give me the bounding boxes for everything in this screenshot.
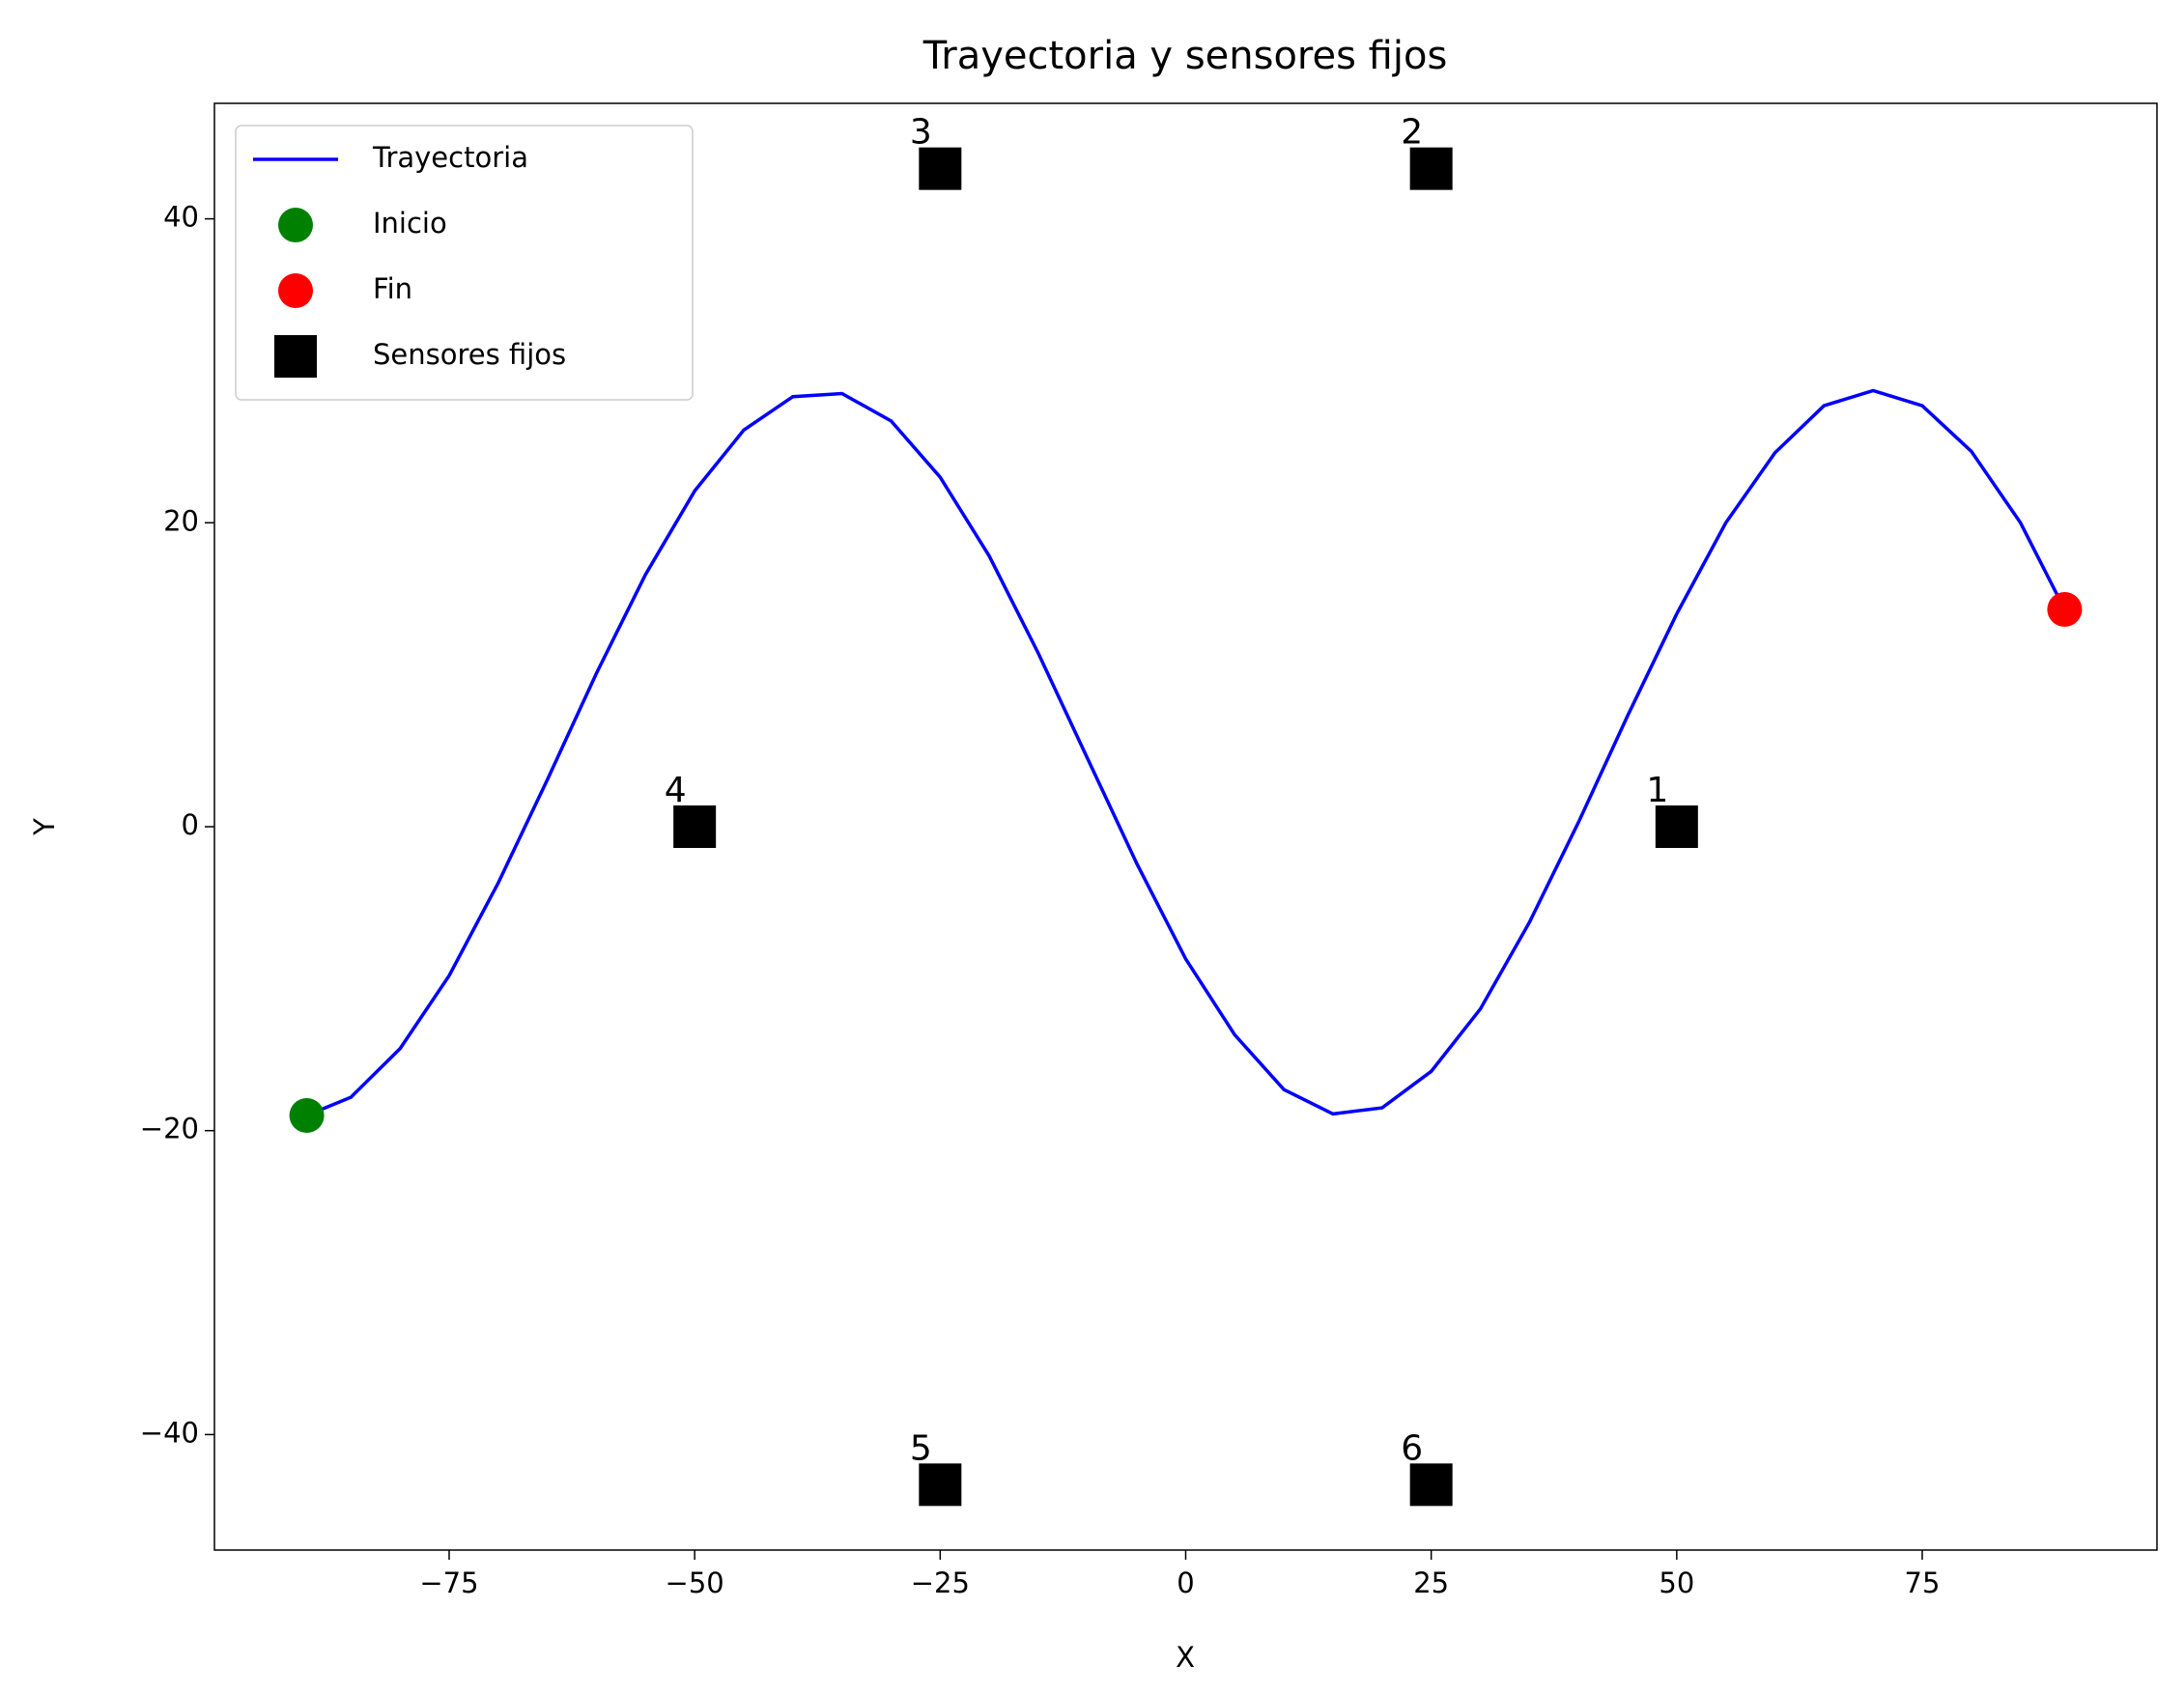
legend-label: Fin bbox=[373, 272, 412, 305]
chart-title: Trayectoria y sensores fijos bbox=[922, 34, 1448, 78]
sensor-marker bbox=[919, 147, 962, 190]
sensor-label: 4 bbox=[665, 771, 687, 810]
x-tick-label: 0 bbox=[1177, 1566, 1194, 1599]
sensor-marker bbox=[1655, 805, 1698, 848]
y-tick-label: 40 bbox=[163, 201, 199, 234]
x-tick-label: 25 bbox=[1413, 1566, 1449, 1599]
legend-swatch bbox=[278, 273, 313, 308]
axes-frame bbox=[213, 102, 2158, 1551]
x-tick-label: −75 bbox=[419, 1566, 478, 1599]
sensor-label: 2 bbox=[1401, 113, 1423, 153]
x-axis-label: X bbox=[1176, 1641, 1195, 1674]
sensor-label: 1 bbox=[1646, 771, 1668, 810]
x-tick-label: 50 bbox=[1659, 1566, 1694, 1599]
sensor-label: 3 bbox=[910, 113, 932, 153]
point-marker bbox=[2047, 591, 2083, 627]
legend-box bbox=[235, 125, 694, 401]
point-marker bbox=[289, 1097, 325, 1133]
trajectory-line bbox=[305, 388, 2066, 1117]
sensor-marker bbox=[1409, 147, 1453, 190]
sensor-label: 6 bbox=[1401, 1428, 1423, 1468]
x-tick-label: −25 bbox=[911, 1566, 970, 1599]
legend-swatch bbox=[278, 208, 313, 242]
sensor-marker bbox=[1409, 1463, 1453, 1507]
sensor-marker bbox=[673, 805, 717, 848]
y-tick-label: 0 bbox=[182, 808, 199, 841]
y-tick-label: −40 bbox=[140, 1416, 199, 1449]
legend: Trayectoria Inicio Fin Sensores fijos bbox=[235, 125, 694, 401]
sensor-marker bbox=[919, 1463, 962, 1507]
y-axis-label: Y bbox=[28, 818, 61, 836]
legend-label: Sensores fijos bbox=[373, 338, 566, 371]
sensor-label: 5 bbox=[910, 1428, 932, 1468]
legend-label: Trayectoria bbox=[372, 141, 528, 174]
legend-label: Inicio bbox=[373, 207, 447, 240]
x-tick-label: 75 bbox=[1905, 1566, 1941, 1599]
legend-swatch bbox=[274, 335, 317, 378]
y-tick-label: 20 bbox=[163, 504, 199, 537]
x-tick-label: −50 bbox=[666, 1566, 724, 1599]
y-tick-label: −20 bbox=[140, 1113, 199, 1145]
